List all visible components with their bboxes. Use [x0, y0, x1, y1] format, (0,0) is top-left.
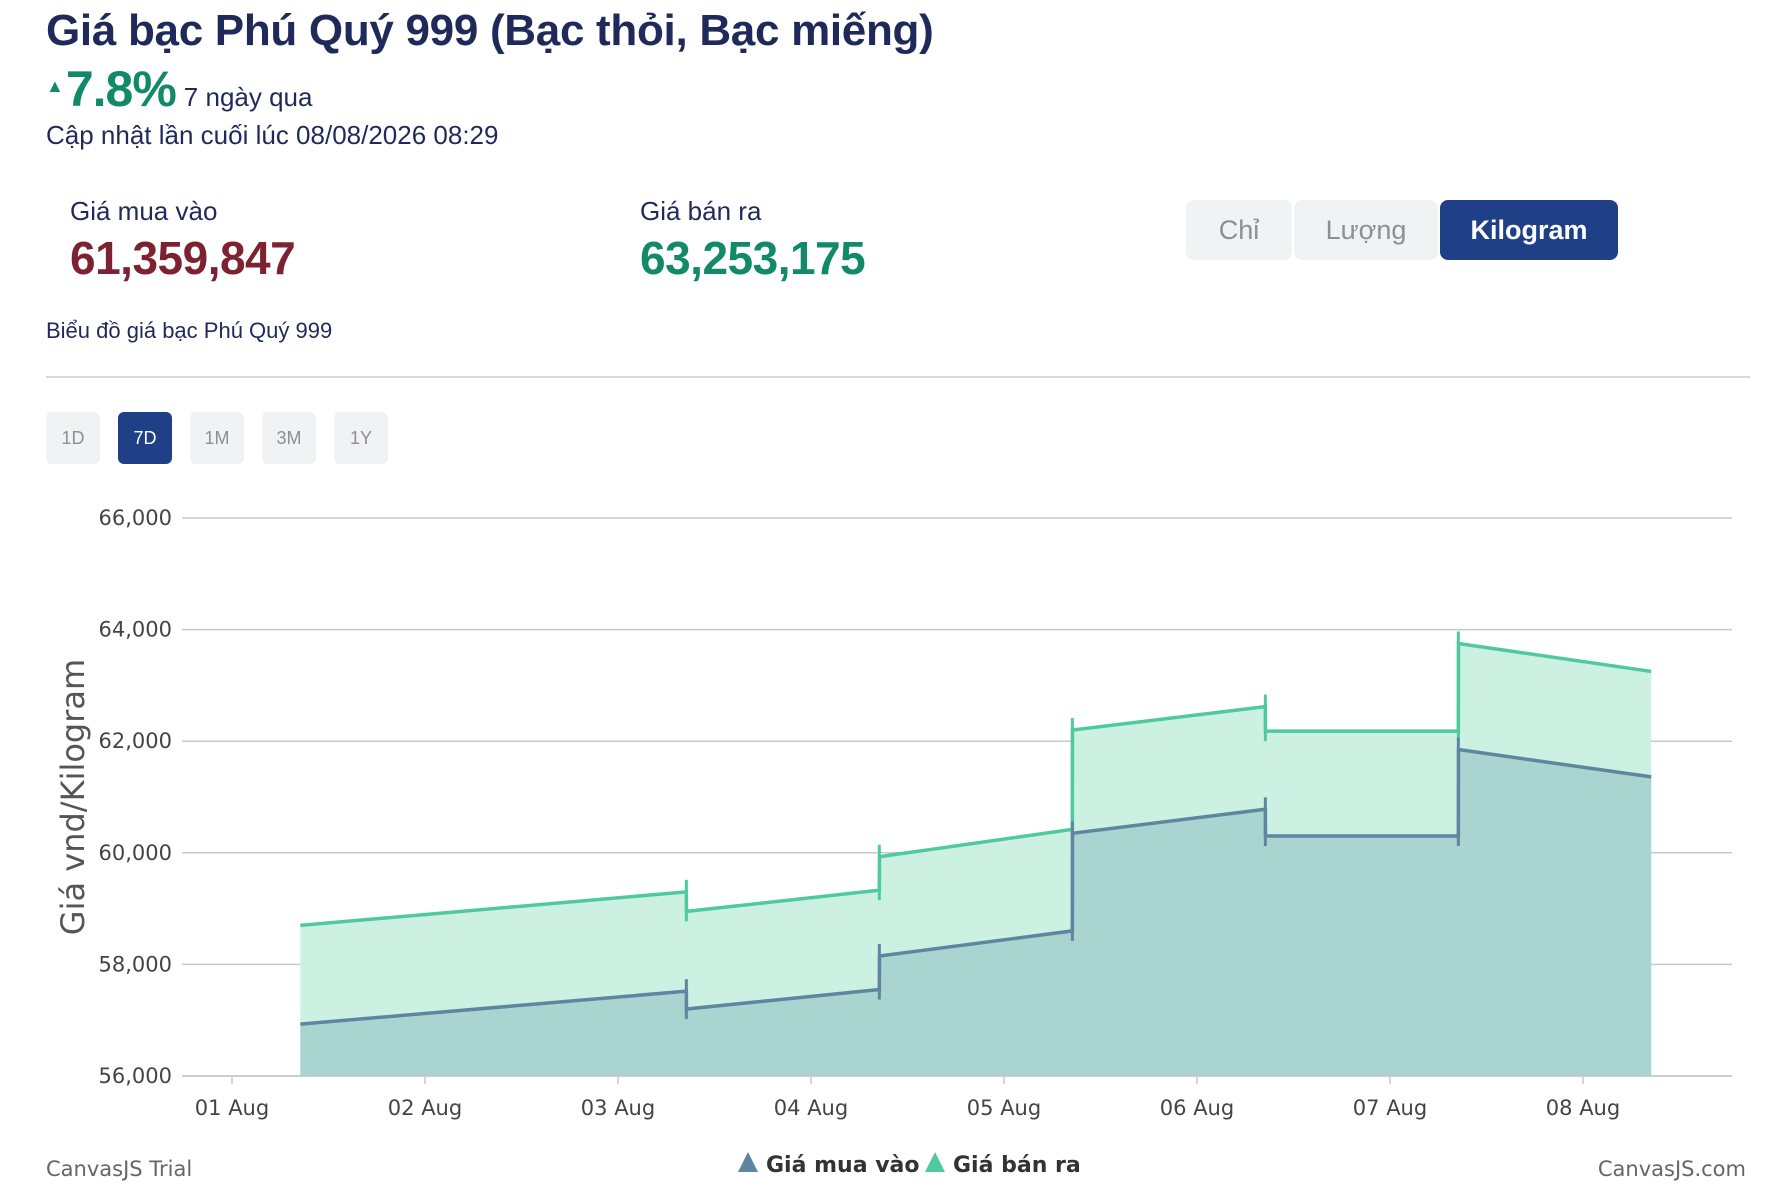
sell-price-label: Giá bán ra: [640, 196, 762, 226]
x-tick-label: 07 Aug: [1353, 1096, 1427, 1120]
y-tick-label: 60,000: [99, 841, 172, 865]
unit-tab-kilogram[interactable]: Kilogram: [1440, 200, 1618, 260]
y-tick-label: 56,000: [99, 1064, 172, 1088]
legend-marker-buy: [738, 1152, 758, 1172]
sell-price-block: Giá bán ra 63,253,175: [640, 196, 866, 285]
x-tick-label: 08 Aug: [1546, 1096, 1620, 1120]
y-axis-title: Giá vnd/Kilogram: [54, 659, 92, 935]
sell-price-value: 63,253,175: [640, 232, 866, 284]
credit-left: CanvasJS Trial: [46, 1157, 192, 1181]
y-tick-label: 62,000: [99, 729, 172, 753]
x-tick-label: 02 Aug: [388, 1096, 462, 1120]
divider: [46, 376, 1750, 378]
page-title: Giá bạc Phú Quý 999 (Bạc thỏi, Bạc miếng…: [46, 6, 934, 55]
range-selector: 1D 7D 1M 3M 1Y: [46, 412, 406, 464]
range-tab-1m[interactable]: 1M: [190, 412, 244, 464]
legend-marker-sell: [925, 1152, 945, 1172]
legend-label-buy: Giá mua vào: [766, 1153, 920, 1178]
buy-price-value: 61,359,847: [70, 232, 296, 284]
chart-subtitle: Biểu đồ giá bạc Phú Quý 999: [46, 318, 333, 343]
change-percent: 7.8%: [65, 61, 177, 117]
unit-selector: Chỉ Lượng Kilogram: [1186, 200, 1620, 260]
range-tab-1d[interactable]: 1D: [46, 412, 100, 464]
x-tick-label: 01 Aug: [195, 1096, 269, 1120]
buy-area: [300, 749, 1652, 1076]
y-tick-label: 58,000: [99, 952, 172, 976]
y-tick-label: 66,000: [99, 506, 172, 530]
buy-price-block: Giá mua vào 61,359,847: [70, 196, 296, 285]
unit-tab-chi[interactable]: Chỉ: [1186, 200, 1292, 260]
x-tick-label: 05 Aug: [967, 1096, 1041, 1120]
arrow-up-icon: ▲: [46, 76, 64, 96]
x-tick-label: 06 Aug: [1160, 1096, 1234, 1120]
unit-tab-luong[interactable]: Lượng: [1294, 200, 1438, 260]
credit-right: CanvasJS.com: [1598, 1157, 1746, 1181]
last-updated: Cập nhật lần cuối lúc 08/08/2026 08:29: [46, 120, 499, 150]
buy-price-label: Giá mua vào: [70, 196, 218, 226]
range-tab-1y[interactable]: 1Y: [334, 412, 388, 464]
x-tick-label: 03 Aug: [581, 1096, 655, 1120]
price-change: ▲ 7.8% 7 ngày qua: [46, 60, 312, 118]
change-period: 7 ngày qua: [183, 82, 313, 112]
range-tab-7d[interactable]: 7D: [118, 412, 172, 464]
x-tick-label: 04 Aug: [774, 1096, 848, 1120]
legend-label-sell: Giá bán ra: [953, 1153, 1081, 1178]
y-tick-label: 64,000: [99, 618, 172, 642]
range-tab-3m[interactable]: 3M: [262, 412, 316, 464]
